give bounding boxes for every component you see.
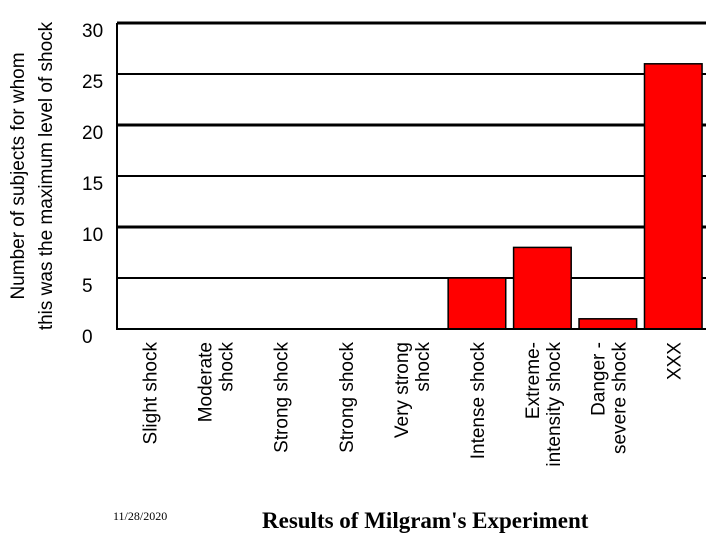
slide-date: 11/28/2020 [113, 509, 168, 523]
y-tick-labels: 0 5 10 15 20 25 30 [82, 21, 103, 348]
x-tick-label-1-0: Moderate [196, 342, 217, 422]
x-tick-labels: Slight shock Moderate shock Strong shock Str… [141, 342, 686, 467]
y-axis-label-line-1: this was the maximum level of shock [36, 21, 57, 330]
x-tick-label-4-0: Very strong [392, 342, 413, 438]
y-tick-label-0: 0 [82, 327, 93, 348]
x-tick-label-4-1: shock [413, 342, 434, 392]
slide-title: Results of Milgram's Experiment [262, 508, 589, 533]
x-tick-label-5-0: Intense shock [468, 342, 489, 460]
bar-7 [578, 318, 638, 330]
x-tick-label-6-1: intensity shock [544, 342, 565, 467]
x-tick-label-7-0: Danger - [588, 342, 609, 416]
gridlines [117, 21, 706, 279]
y-axis-label: Number of subjects for whom this was the … [8, 21, 57, 330]
y-tick-label-20: 20 [82, 123, 103, 144]
y-axis-label-line-0: Number of subjects for whom [8, 52, 29, 299]
x-tick-label-7-1: severe shock [609, 342, 630, 454]
y-tick-label-25: 25 [82, 72, 103, 93]
y-tick-label-15: 15 [82, 174, 103, 195]
x-tick-label-2-0: Strong shock [272, 342, 293, 453]
x-tick-label-3-0: Strong shock [337, 342, 358, 453]
x-tick-label-8-0: XXX [664, 342, 685, 380]
axes [116, 23, 706, 330]
bar-5 [447, 277, 507, 330]
x-tick-label-6-0: Extreme- [523, 342, 544, 419]
bars [447, 63, 703, 330]
y-tick-label-30: 30 [82, 21, 103, 42]
y-tick-label-10: 10 [82, 225, 103, 246]
bar-6 [512, 246, 572, 330]
bar-8 [643, 63, 703, 330]
y-tick-label-5: 5 [82, 276, 93, 297]
x-tick-label-0-0: Slight shock [141, 342, 162, 445]
x-tick-label-1-1: shock [217, 342, 238, 392]
